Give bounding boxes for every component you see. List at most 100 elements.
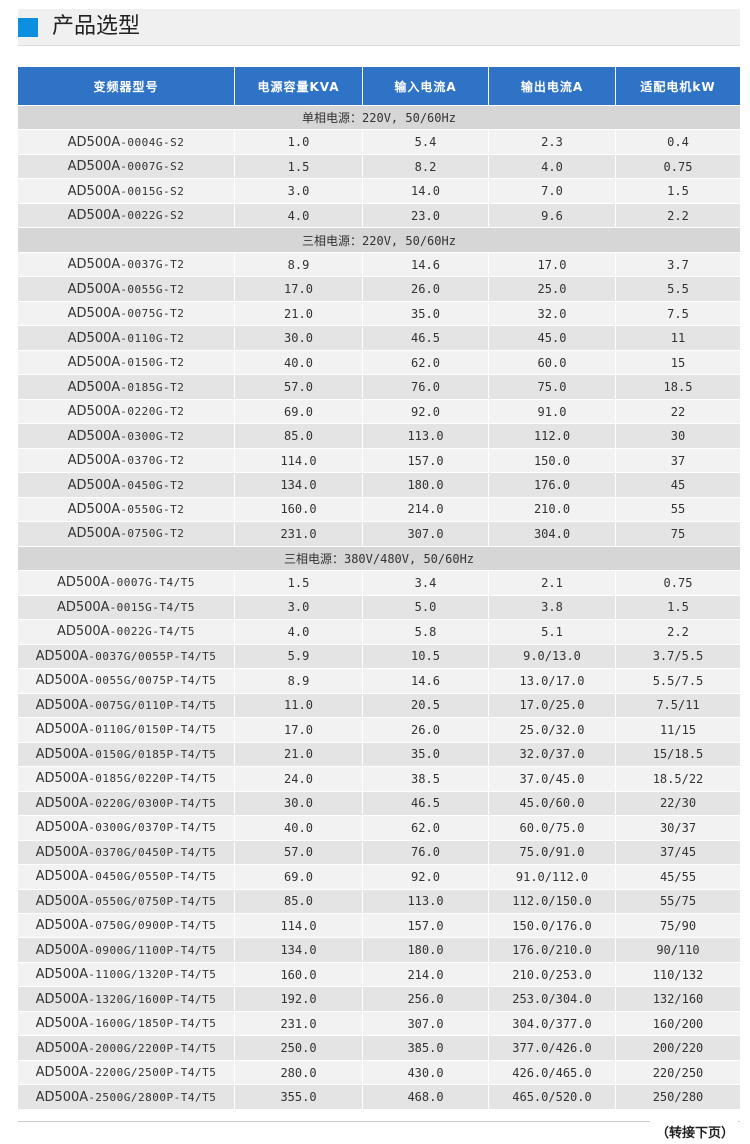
model-suffix: -0900G/1100P-T4/T5 <box>88 943 217 957</box>
model-prefix: AD500A <box>67 477 121 493</box>
power-capacity-cell: 17.0 <box>235 718 363 742</box>
motor-power-cell: 22/30 <box>616 791 740 816</box>
model-suffix: -0550G-T2 <box>120 502 185 516</box>
model-prefix: AD500A <box>67 330 121 346</box>
output-current-cell: 9.0/13.0 <box>489 644 616 669</box>
table-row: AD500A -0300G/0370P-T4/T5 40.0 62.0 60.0/75.… <box>18 816 740 841</box>
motor-power-cell: 2.2 <box>616 620 740 644</box>
motor-power-cell: 11/15 <box>616 718 740 742</box>
input-current-cell: 23.0 <box>363 203 489 228</box>
output-current-cell: 25.0/32.0 <box>489 718 616 742</box>
power-capacity-cell: 4.0 <box>235 620 363 644</box>
input-current-cell: 38.5 <box>363 767 489 791</box>
model-prefix: AD500A <box>67 183 121 199</box>
model-cell: AD500A -1100G/1320P-T4/T5 <box>18 962 235 987</box>
model-prefix: AD500A <box>35 1016 89 1032</box>
output-current-cell: 17.0 <box>489 252 616 277</box>
input-current-cell: 113.0 <box>363 889 489 913</box>
model-prefix: AD500A <box>56 624 110 640</box>
model-prefix: AD500A <box>35 820 89 836</box>
input-current-cell: 76.0 <box>363 375 489 399</box>
power-capacity-cell: 40.0 <box>235 816 363 840</box>
output-current-cell: 45.0 <box>489 326 616 350</box>
output-current-cell: 253.0/304.0 <box>489 987 616 1011</box>
power-capacity-cell: 134.0 <box>235 938 363 962</box>
model-cell: AD500A -0450G-T2 <box>18 473 235 497</box>
input-current-cell: 14.0 <box>363 179 489 203</box>
model-suffix: -0150G-T2 <box>120 356 185 370</box>
section-title-bar: 产品选型 <box>18 9 740 46</box>
model-suffix: -1100G/1320P-T4/T5 <box>88 968 217 982</box>
output-current-cell: 112.0 <box>489 424 616 448</box>
input-current-cell: 5.0 <box>363 595 489 620</box>
motor-power-cell: 250/280 <box>616 1085 740 1109</box>
input-current-cell: 5.8 <box>363 620 489 644</box>
section-row: 单相电源：220V, 50/60Hz <box>18 106 740 131</box>
power-capacity-cell: 30.0 <box>235 791 363 816</box>
power-capacity-cell: 231.0 <box>235 522 363 546</box>
model-cell: AD500A -0300G-T2 <box>18 424 235 448</box>
power-capacity-cell: 69.0 <box>235 399 363 424</box>
table-row: AD500A -0037G/0055P-T4/T5 5.9 10.5 9.0/13.0 3… <box>18 644 740 670</box>
power-capacity-cell: 17.0 <box>235 277 363 301</box>
motor-power-cell: 15/18.5 <box>616 742 740 767</box>
input-current-cell: 35.0 <box>363 301 489 326</box>
model-suffix: -1320G/1600P-T4/T5 <box>88 992 217 1006</box>
model-suffix: -0055G-T2 <box>120 282 185 296</box>
table-row: AD500A -0004G-S2 1.0 5.4 2.3 0.4 <box>18 130 740 155</box>
motor-power-cell: 7.5 <box>616 301 740 326</box>
table-row: AD500A -0900G/1100P-T4/T5 134.0 180.0 176.0/… <box>18 938 740 963</box>
output-current-cell: 2.1 <box>489 571 616 595</box>
power-capacity-cell: 5.9 <box>235 644 363 669</box>
model-prefix: AD500A <box>35 1065 89 1081</box>
power-capacity-cell: 231.0 <box>235 1011 363 1036</box>
output-current-cell: 210.0 <box>489 497 616 522</box>
model-suffix: -0037G/0055P-T4/T5 <box>88 649 217 663</box>
model-cell: AD500A -0450G/0550P-T4/T5 <box>18 865 235 889</box>
section-label: 三相电源：380V/480V, 50/60Hz <box>18 546 740 571</box>
input-current-cell: 92.0 <box>363 865 489 889</box>
model-cell: AD500A -0185G-T2 <box>18 375 235 399</box>
output-current-cell: 60.0 <box>489 350 616 375</box>
model-prefix: AD500A <box>35 942 89 958</box>
output-current-cell: 2.3 <box>489 130 616 154</box>
motor-power-cell: 0.4 <box>616 130 740 154</box>
output-current-cell: 3.8 <box>489 595 616 620</box>
output-current-cell: 304.0/377.0 <box>489 1011 616 1036</box>
input-current-cell: 157.0 <box>363 448 489 473</box>
table-row: AD500A -0370G-T2 114.0 157.0 150.0 37 <box>18 448 740 474</box>
model-cell: AD500A -0037G-T2 <box>18 252 235 277</box>
input-current-cell: 385.0 <box>363 1036 489 1060</box>
table-row: AD500A -0220G-T2 69.0 92.0 91.0 22 <box>18 399 740 425</box>
power-capacity-cell: 250.0 <box>235 1036 363 1060</box>
output-current-cell: 60.0/75.0 <box>489 816 616 840</box>
output-current-cell: 91.0 <box>489 399 616 424</box>
table-row: AD500A -0370G/0450P-T4/T5 57.0 76.0 75.0/91.… <box>18 840 740 866</box>
output-current-cell: 13.0/17.0 <box>489 669 616 693</box>
model-prefix: AD500A <box>35 893 89 909</box>
table-row: AD500A -0022G-T4/T5 4.0 5.8 5.1 2.2 <box>18 620 740 645</box>
output-current-cell: 91.0/112.0 <box>489 865 616 889</box>
model-cell: AD500A -0015G-S2 <box>18 179 235 203</box>
motor-power-cell: 11 <box>616 326 740 350</box>
model-cell: AD500A -1320G/1600P-T4/T5 <box>18 987 235 1011</box>
table-row: AD500A -0220G/0300P-T4/T5 30.0 46.5 45.0/60.… <box>18 791 740 817</box>
input-current-cell: 8.2 <box>363 154 489 179</box>
model-prefix: AD500A <box>67 159 121 175</box>
input-current-cell: 307.0 <box>363 522 489 546</box>
motor-power-cell: 45/55 <box>616 865 740 889</box>
input-current-cell: 180.0 <box>363 938 489 962</box>
model-prefix: AD500A <box>67 257 121 273</box>
table-row: AD500A -0450G/0550P-T4/T5 69.0 92.0 91.0/112… <box>18 865 740 890</box>
output-current-cell: 210.0/253.0 <box>489 962 616 987</box>
table-row: AD500A -0075G-T2 21.0 35.0 32.0 7.5 <box>18 301 740 327</box>
table-row: AD500A -0037G-T2 8.9 14.6 17.0 3.7 <box>18 252 740 278</box>
power-capacity-cell: 8.9 <box>235 252 363 277</box>
motor-power-cell: 90/110 <box>616 938 740 962</box>
model-prefix: AD500A <box>67 355 121 371</box>
motor-power-cell: 220/250 <box>616 1060 740 1085</box>
model-prefix: AD500A <box>35 967 89 983</box>
model-suffix: -0150G/0185P-T4/T5 <box>88 747 217 761</box>
model-suffix: -2200G/2500P-T4/T5 <box>88 1066 217 1080</box>
motor-power-cell: 30/37 <box>616 816 740 840</box>
